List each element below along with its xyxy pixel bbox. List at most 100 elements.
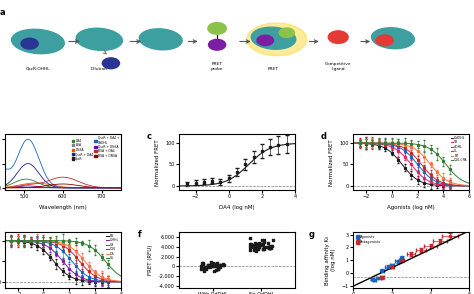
Circle shape xyxy=(375,34,394,46)
C10-CPA xyxy=(351,141,356,145)
OHHL xyxy=(107,280,113,283)
Line: C10: C10 xyxy=(5,240,121,282)
C10-CPA xyxy=(466,181,472,185)
S5 xyxy=(107,265,113,268)
QscR + DA4 xyxy=(108,186,113,190)
QscR + DA4 xyxy=(118,186,124,190)
Point xyxy=(266,245,274,249)
Point xyxy=(210,260,217,265)
Point xyxy=(264,240,271,245)
DA4 xyxy=(118,186,124,190)
OHHL xyxy=(71,271,76,274)
BSA + DNSA xyxy=(108,186,113,190)
Text: Competitive
ligand: Competitive ligand xyxy=(325,62,352,71)
Point xyxy=(208,263,215,267)
DA4 xyxy=(71,186,77,190)
DA4 xyxy=(72,186,77,190)
S3 xyxy=(456,184,461,188)
Point xyxy=(258,238,265,243)
Point xyxy=(266,246,273,250)
Line: DNSA: DNSA xyxy=(5,183,121,188)
Point xyxy=(255,242,262,247)
X-axis label: Wavelength (nm): Wavelength (nm) xyxy=(39,205,87,210)
dDHL xyxy=(351,141,356,145)
D6 xyxy=(71,248,77,251)
Point xyxy=(267,243,274,248)
QscR xyxy=(71,186,76,189)
BSA xyxy=(2,186,8,189)
C10-CPA xyxy=(419,144,425,147)
C9 xyxy=(2,239,8,242)
Point xyxy=(253,243,261,248)
D6 xyxy=(71,248,76,251)
Point xyxy=(256,242,264,246)
Point xyxy=(261,240,268,244)
Point xyxy=(260,246,267,251)
DNSA xyxy=(100,186,106,190)
Point xyxy=(204,262,212,267)
Line: BSA + DA4: BSA + DA4 xyxy=(5,177,121,188)
Line: CL: CL xyxy=(353,143,469,186)
Line: QscR + DA4: QscR + DA4 xyxy=(5,163,121,188)
C10 xyxy=(100,278,105,281)
S3 xyxy=(466,184,472,188)
Point xyxy=(246,247,254,252)
C10 xyxy=(118,280,124,283)
BSA xyxy=(71,186,77,189)
Point xyxy=(264,245,272,250)
QscR + DNSA xyxy=(71,186,77,190)
C9 xyxy=(100,279,105,283)
D6 xyxy=(2,239,8,242)
C10-CPA xyxy=(456,176,461,180)
OdDHL xyxy=(351,141,356,145)
Point xyxy=(246,236,254,241)
Y-axis label: Normalized FRET: Normalized FRET xyxy=(155,139,160,186)
Y-axis label: FRET (RFU): FRET (RFU) xyxy=(148,245,154,275)
Point xyxy=(199,260,207,265)
QscR + DA4 +
OdDHL xyxy=(108,186,113,190)
Circle shape xyxy=(101,57,120,69)
Point xyxy=(217,263,224,268)
Point xyxy=(216,262,223,267)
Circle shape xyxy=(208,39,227,51)
Circle shape xyxy=(278,27,295,38)
C10-CPA xyxy=(419,144,425,147)
OdDHL xyxy=(448,184,454,188)
BSA + DNSA xyxy=(72,183,77,187)
OHHL xyxy=(118,280,124,284)
C10 xyxy=(73,255,79,258)
Point xyxy=(219,262,227,267)
Point xyxy=(253,242,260,247)
Line: QscR + DA4 +
OdDHL: QscR + DA4 + OdDHL xyxy=(5,139,121,188)
DA4 xyxy=(2,184,8,188)
B7 xyxy=(351,141,356,145)
BSA xyxy=(118,186,124,189)
D6 xyxy=(118,280,124,283)
B7 xyxy=(419,153,425,157)
S5 xyxy=(118,274,124,278)
C10-CPA xyxy=(421,144,427,148)
Point xyxy=(249,242,256,247)
Point xyxy=(213,260,221,265)
OdDHL xyxy=(456,184,461,188)
D6 xyxy=(73,250,79,253)
Line: BSA + DNSA: BSA + DNSA xyxy=(5,184,121,188)
Line: OdDHL: OdDHL xyxy=(353,143,469,186)
Text: QscR:OHHL: QscR:OHHL xyxy=(26,67,50,71)
BSA + DA4 xyxy=(71,178,77,181)
S5 xyxy=(2,239,8,242)
Line: QscR + DNSA: QscR + DNSA xyxy=(5,186,121,188)
DA4 xyxy=(100,186,106,190)
BSA + DA4 xyxy=(118,186,124,190)
Line: C10-CPA: C10-CPA xyxy=(353,143,469,183)
S5 xyxy=(100,256,105,260)
QscR + DA4 +
OdDHL xyxy=(118,186,124,190)
DNSA xyxy=(73,186,79,189)
DNSA xyxy=(2,186,8,189)
Circle shape xyxy=(207,22,227,35)
Point xyxy=(199,265,207,270)
CL xyxy=(419,164,425,167)
DNSA xyxy=(71,186,77,189)
Y-axis label: Normalized FRET: Normalized FRET xyxy=(329,139,334,186)
D6 xyxy=(2,239,8,242)
